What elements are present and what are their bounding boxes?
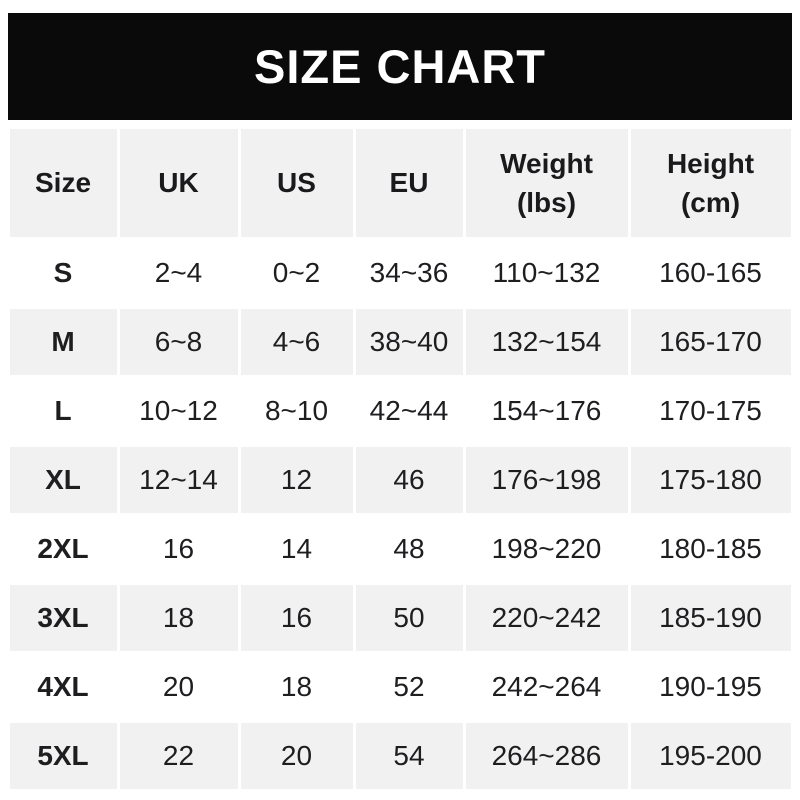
cell-eu: 42~44 bbox=[369, 395, 449, 427]
cell-height: 170-175 bbox=[659, 395, 762, 427]
cell-weight: 110~132 bbox=[492, 257, 601, 289]
cell-size: XL bbox=[9, 447, 117, 513]
cell-uk: 2~4 bbox=[154, 257, 203, 289]
cell-height: 180-185 bbox=[659, 533, 762, 565]
header-cell-size: Size bbox=[9, 129, 117, 237]
cell-size: L bbox=[54, 395, 72, 427]
cell-eu: 38~40 bbox=[355, 309, 463, 375]
cell-uk: 6~8 bbox=[119, 309, 238, 375]
cell-weight: 242~264 bbox=[491, 671, 602, 703]
header-cell-height: Height (cm) bbox=[630, 129, 791, 237]
cell-us: 20 bbox=[240, 723, 353, 789]
size-table: Size UK US EU Weight (lbs) Height (cm) S… bbox=[9, 129, 791, 789]
cell-uk: 18 bbox=[119, 585, 238, 651]
header-cell-us: US bbox=[240, 129, 353, 237]
cell-us: 12 bbox=[240, 447, 353, 513]
cell-height: 165-170 bbox=[630, 309, 791, 375]
cell-weight: 132~154 bbox=[465, 309, 628, 375]
cell-height: 160-165 bbox=[659, 257, 762, 289]
cell-size: 4XL bbox=[37, 671, 89, 703]
banner: SIZE CHART bbox=[8, 13, 792, 120]
cell-us: 0~2 bbox=[272, 257, 321, 289]
cell-weight: 220~242 bbox=[465, 585, 628, 651]
cell-us: 4~6 bbox=[240, 309, 353, 375]
cell-weight: 154~176 bbox=[491, 395, 602, 427]
cell-height: 185-190 bbox=[630, 585, 791, 651]
cell-size: S bbox=[53, 257, 73, 289]
cell-height: 175-180 bbox=[630, 447, 791, 513]
cell-us: 8~10 bbox=[264, 395, 329, 427]
cell-weight: 176~198 bbox=[465, 447, 628, 513]
table-row-5xl: 5XL 22 20 54 264~286 195-200 bbox=[9, 723, 791, 789]
cell-us: 16 bbox=[240, 585, 353, 651]
table-row-l: L 10~12 8~10 42~44 154~176 170-175 bbox=[10, 378, 791, 444]
cell-height: 190-195 bbox=[659, 671, 762, 703]
page-title: SIZE CHART bbox=[254, 40, 546, 93]
cell-eu: 50 bbox=[355, 585, 463, 651]
table-row-2xl: 2XL 16 14 48 198~220 180-185 bbox=[10, 516, 791, 582]
cell-uk: 22 bbox=[119, 723, 238, 789]
table-row-xl: XL 12~14 12 46 176~198 175-180 bbox=[9, 447, 791, 513]
header-cell-eu: EU bbox=[355, 129, 463, 237]
cell-size: 3XL bbox=[9, 585, 117, 651]
header-cell-weight: Weight (lbs) bbox=[465, 129, 628, 237]
cell-eu: 48 bbox=[393, 533, 425, 565]
cell-height: 195-200 bbox=[630, 723, 791, 789]
table-row-4xl: 4XL 20 18 52 242~264 190-195 bbox=[10, 654, 791, 720]
table-row-3xl: 3XL 18 16 50 220~242 185-190 bbox=[9, 585, 791, 651]
cell-eu: 52 bbox=[393, 671, 425, 703]
cell-us: 14 bbox=[280, 533, 313, 565]
cell-uk: 16 bbox=[162, 533, 195, 565]
size-chart-page: SIZE CHART Size UK US EU Weight (lbs) He… bbox=[0, 13, 800, 800]
cell-us: 18 bbox=[280, 671, 313, 703]
table-row-s: S 2~4 0~2 34~36 110~132 160-165 bbox=[10, 240, 791, 306]
table-header-row: Size UK US EU Weight (lbs) Height (cm) bbox=[9, 129, 791, 237]
cell-uk: 12~14 bbox=[119, 447, 238, 513]
table-row-m: M 6~8 4~6 38~40 132~154 165-170 bbox=[9, 309, 791, 375]
cell-weight: 198~220 bbox=[491, 533, 602, 565]
header-cell-uk: UK bbox=[119, 129, 238, 237]
cell-size: 2XL bbox=[37, 533, 89, 565]
cell-uk: 10~12 bbox=[139, 395, 218, 427]
cell-weight: 264~286 bbox=[465, 723, 628, 789]
cell-size: M bbox=[9, 309, 117, 375]
cell-eu: 46 bbox=[355, 447, 463, 513]
cell-eu: 54 bbox=[355, 723, 463, 789]
cell-eu: 34~36 bbox=[369, 257, 449, 289]
cell-uk: 20 bbox=[162, 671, 195, 703]
cell-size: 5XL bbox=[9, 723, 117, 789]
